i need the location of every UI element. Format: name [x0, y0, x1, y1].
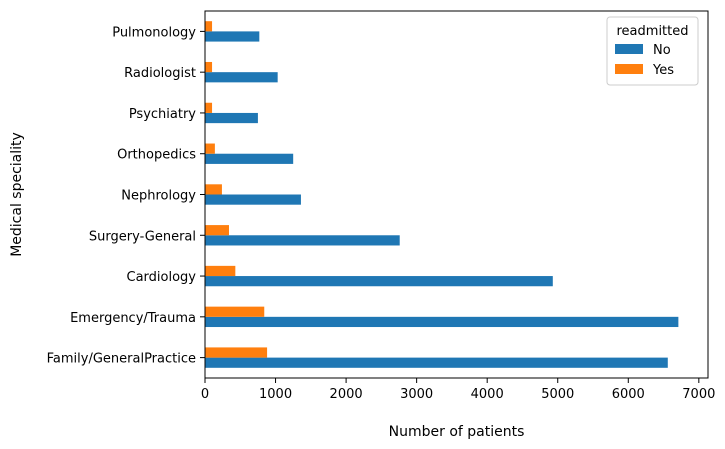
bar-yes-radiologist	[205, 61, 213, 73]
legend-swatch-no	[615, 44, 643, 54]
bar-no-orthopedics	[205, 153, 294, 164]
x-tick-label: 1000	[259, 387, 292, 402]
y-tick-label: Emergency/Trauma	[70, 311, 196, 326]
bar-no-pulmonology	[205, 31, 260, 42]
y-tick-label: Surgery-General	[89, 229, 196, 244]
x-tick-label: 5000	[541, 387, 574, 402]
bar-yes-psychiatry	[205, 102, 213, 113]
y-tick-label: Nephrology	[121, 189, 196, 204]
bar-no-surgery-general	[205, 235, 400, 246]
legend-title: readmitted	[617, 24, 689, 39]
bar-no-cardiology	[205, 276, 553, 287]
legend-label-no: No	[653, 43, 671, 58]
bar-yes-nephrology	[205, 184, 222, 195]
y-tick-label: Psychiatry	[129, 107, 196, 122]
legend-label-yes: Yes	[652, 63, 674, 78]
bar-no-nephrology	[205, 194, 301, 205]
y-tick-label: Family/GeneralPractice	[47, 352, 196, 367]
bar-yes-orthopedics	[205, 143, 215, 154]
x-tick-label: 4000	[471, 387, 504, 402]
bar-yes-cardiology	[205, 265, 236, 277]
bar-no-psychiatry	[205, 112, 258, 124]
y-tick-label: Cardiology	[127, 270, 197, 285]
y-tick-label: Pulmonology	[112, 25, 196, 40]
x-tick-label: 7000	[682, 387, 715, 402]
bars-group	[205, 21, 679, 368]
y-axis-label: Medical speciality	[9, 132, 25, 257]
bar-yes-emergency-trauma	[205, 306, 265, 317]
bar-no-radiologist	[205, 72, 278, 83]
x-tick-label: 2000	[330, 387, 363, 402]
legend-swatch-yes	[615, 64, 643, 74]
x-axis: 0 1000 2000 3000 4000 5000 6000 7000	[201, 378, 715, 402]
x-tick-label: 0	[201, 387, 209, 402]
bar-no-family-generalpractice	[205, 357, 668, 368]
bar-yes-pulmonology	[205, 21, 213, 32]
y-axis: Family/GeneralPractice Emergency/Trauma Ca…	[47, 25, 205, 367]
bar-yes-surgery-general	[205, 225, 229, 236]
x-tick-label: 3000	[400, 387, 433, 402]
legend: readmitted No Yes	[606, 16, 699, 86]
x-tick-label: 6000	[612, 387, 645, 402]
y-tick-label: Orthopedics	[117, 148, 196, 163]
y-tick-label: Radiologist	[124, 66, 196, 81]
legend-items: No Yes	[615, 43, 674, 78]
x-axis-label: Number of patients	[389, 424, 525, 440]
bar-no-emergency-trauma	[205, 316, 679, 328]
bar-yes-family-generalpractice	[205, 347, 268, 358]
